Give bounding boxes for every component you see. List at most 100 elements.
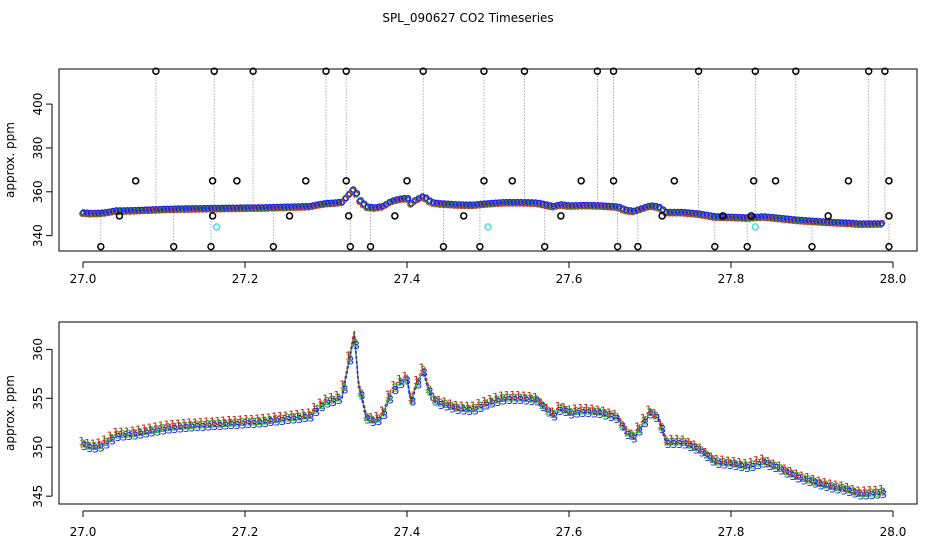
series-3-marker: 3	[336, 394, 343, 407]
series-2-marker: 2	[386, 391, 393, 404]
series-2-marker: 2	[380, 407, 387, 420]
series-3-marker: 3	[285, 414, 292, 427]
x-tick-label: 27.8	[718, 525, 745, 539]
panel-smoothed-frame	[58, 321, 918, 505]
series-2-marker: 2	[193, 419, 200, 432]
series-3-marker: 3	[642, 417, 649, 430]
panel-raw-axes: 27.0 27.2 27.4 27.6 27.8 28.0 340 360 380 400 appr…	[3, 93, 906, 286]
series-2-marker: 2	[664, 435, 671, 448]
series-1-marker: 1	[566, 403, 573, 416]
series-2-marker: 2	[210, 418, 217, 431]
outlier-point	[885, 212, 893, 220]
series-3-marker: 3	[103, 439, 110, 452]
outlier-point	[115, 212, 124, 220]
series-2-marker: 2	[465, 403, 472, 416]
series-3-marker: 3	[313, 406, 320, 419]
series-2-marker: 2	[510, 391, 517, 404]
series-1-marker: 1	[118, 426, 125, 439]
series-3-marker: 3	[540, 401, 547, 414]
series-1-marker: 1	[617, 416, 624, 429]
series-1-marker: 1	[345, 349, 352, 362]
outlier-point	[208, 212, 217, 220]
series-3-marker: 3	[580, 407, 587, 420]
series-2-marker: 2	[834, 481, 841, 494]
series-3-marker: 3	[256, 417, 263, 430]
series-1-marker: 1	[271, 411, 278, 424]
series-2-marker: 2	[681, 436, 688, 449]
series-3-marker: 3	[398, 378, 405, 391]
series-2-marker: 2	[539, 399, 546, 412]
outlier-point	[302, 177, 310, 185]
series-1-marker: 1	[878, 483, 885, 496]
series-1-marker: 1	[265, 411, 272, 424]
series-3-marker: 3	[716, 458, 723, 471]
series-1-marker: 1	[447, 397, 454, 410]
series-1-marker: 1	[379, 404, 386, 417]
series-3-marker: 3	[410, 396, 417, 409]
series-1-marker: 1	[821, 476, 828, 489]
series-3-marker: 3	[534, 396, 541, 409]
series-1-marker: 1	[866, 484, 873, 497]
series-2-marker: 2	[641, 415, 648, 428]
series-1-marker: 1	[844, 481, 851, 494]
series-2-marker: 2	[176, 420, 183, 433]
series-2-marker: 2	[732, 458, 739, 471]
series-3-marker: 3	[631, 432, 638, 445]
series-2-marker: 2	[340, 381, 347, 394]
series-2-marker: 2	[131, 427, 138, 440]
series-1-marker: 1	[855, 485, 862, 498]
outlier-point	[233, 177, 241, 185]
series-2-marker: 2	[856, 487, 863, 500]
series-1-marker: 1	[583, 402, 590, 415]
outlier-point	[508, 177, 517, 185]
series-3-marker: 3	[120, 431, 127, 444]
series-2-marker: 2	[301, 410, 308, 423]
outlier-point	[885, 177, 893, 185]
series-1-marker: 1	[419, 362, 426, 375]
series-2-marker: 2	[397, 376, 404, 389]
series-2-marker: 2	[352, 337, 359, 350]
series-3-marker: 3	[302, 412, 309, 425]
outlier-point	[824, 212, 832, 220]
y-tick-label: 350	[31, 436, 45, 459]
series-2-marker: 2	[244, 416, 251, 429]
series-3-marker: 3	[228, 419, 235, 432]
series-1-marker: 1	[413, 374, 420, 387]
series-1-marker: 1	[861, 484, 868, 497]
series-2-marker: 2	[669, 435, 676, 448]
series-3-marker: 3	[710, 455, 717, 468]
outlier-low-point	[97, 242, 105, 251]
series-1-marker: 1	[220, 415, 227, 428]
series-1-marker: 1	[305, 407, 312, 420]
series-3-marker: 3	[308, 411, 315, 424]
series-2-marker: 2	[647, 406, 654, 419]
series-1-marker: 1	[277, 410, 284, 423]
series-1-marker: 1	[651, 407, 658, 420]
baseline-point	[353, 189, 361, 197]
series-1-marker: 1	[827, 478, 834, 491]
baseline-point	[350, 186, 357, 193]
series-2-marker: 2	[635, 423, 642, 436]
series-1-marker: 1	[815, 475, 822, 488]
series-3-marker: 3	[784, 467, 791, 480]
series-3-marker: 3	[761, 457, 768, 470]
series-3-marker: 3	[478, 402, 485, 415]
series-1-marker: 1	[78, 435, 85, 448]
series-2-marker: 2	[272, 413, 279, 426]
series-2-marker: 2	[771, 460, 778, 473]
series-3-marker: 3	[863, 489, 870, 502]
series-1-marker: 1	[696, 442, 703, 455]
outlier-point	[557, 212, 565, 220]
series-3-marker: 3	[693, 443, 700, 456]
series-3-marker: 3	[568, 408, 575, 421]
series-2-marker: 2	[533, 393, 540, 406]
series-2-marker: 2	[448, 400, 455, 413]
series-2-marker: 2	[114, 428, 121, 441]
series-2-marker: 2	[182, 419, 189, 432]
series-1-marker: 1	[243, 413, 250, 426]
x-tick-label: 28.0	[880, 272, 907, 286]
series-1-marker: 1	[390, 379, 397, 392]
series-3-marker: 3	[772, 462, 779, 475]
series-1-marker: 1	[152, 421, 159, 434]
series-2-marker: 2	[686, 438, 693, 451]
